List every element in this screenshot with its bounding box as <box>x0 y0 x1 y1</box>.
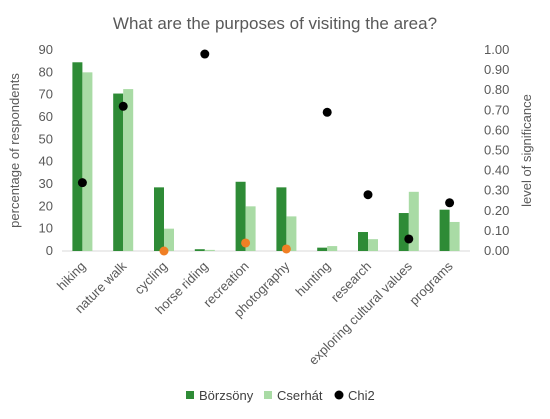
axes: 0 10 20 30 40 50 60 70 80 90 0.00 0.10 0.20 0.30 0.40 0… <box>7 42 534 258</box>
y-tick-label: 20 <box>39 198 53 213</box>
y2-tick-label: 0.90 <box>484 62 509 77</box>
legend-chi2-swatch <box>334 390 344 400</box>
y2-tick-label: 0.10 <box>484 223 509 238</box>
x-tick-label: programs <box>406 258 456 308</box>
y2-tick-label: 1.00 <box>484 42 509 57</box>
chi2-point <box>445 198 455 208</box>
chi2-point <box>118 101 128 111</box>
bar-cserhat <box>164 228 174 251</box>
bar-cserhat <box>204 249 215 251</box>
y2-tick-label: 0.30 <box>484 183 509 198</box>
chi2-point <box>241 238 251 248</box>
legend-borzsony-swatch <box>186 391 194 399</box>
bar-borzsony <box>439 209 450 251</box>
legend-borzsony-label: Börzsöny <box>199 388 254 403</box>
legend-cserhat-label: Cserhát <box>277 388 323 403</box>
bar-borzsony <box>276 187 287 251</box>
y-tick-label: 30 <box>39 176 53 191</box>
bar-borzsony <box>235 181 246 251</box>
bar-cserhat <box>449 221 460 251</box>
bar-borzsony <box>317 247 328 251</box>
legend-cserhat-swatch <box>264 391 272 399</box>
y-tick-label: 70 <box>39 87 53 102</box>
y2-axis-title: level of significance <box>519 94 534 207</box>
bar-cserhat <box>245 206 256 251</box>
chi2-points <box>77 49 455 256</box>
bar-cserhat <box>368 239 378 251</box>
y-axis-title: percentage of respondents <box>7 73 22 228</box>
chi2-point <box>363 190 373 200</box>
y-tick-label: 40 <box>39 154 53 169</box>
y2-tick-label: 0.50 <box>484 143 509 158</box>
chi2-point <box>159 246 169 256</box>
bar-cserhat <box>123 89 134 251</box>
y2-tick-label: 0.70 <box>484 102 509 117</box>
y2-tick-label: 0.60 <box>484 122 509 137</box>
chi2-point <box>77 178 87 188</box>
chi2-point <box>322 107 332 117</box>
bars <box>72 62 460 252</box>
bar-borzsony <box>72 62 83 252</box>
y-tick-label: 80 <box>39 64 53 79</box>
legend-chi2-label: Chi2 <box>348 388 375 403</box>
y-tick-label: 50 <box>39 131 53 146</box>
bar-cserhat <box>286 216 297 251</box>
chi2-point <box>404 234 414 244</box>
bar-borzsony <box>358 232 368 251</box>
y-tick-label: 0 <box>46 243 53 258</box>
bar-borzsony <box>113 93 124 251</box>
y-tick-label: 90 <box>39 42 53 57</box>
bar-cserhat <box>82 72 93 251</box>
y2-tick-label: 0.40 <box>484 163 509 178</box>
bar-cserhat <box>327 246 338 251</box>
y2-tick-label: 0.00 <box>484 243 509 258</box>
bar-borzsony <box>398 213 409 251</box>
x-tick-label: cycling <box>131 259 170 298</box>
y-tick-label: 60 <box>39 109 53 124</box>
x-tick-label: hiking <box>54 259 89 294</box>
legend: Börzsöny Cserhát Chi2 <box>186 388 375 403</box>
chi2-point <box>200 49 210 59</box>
bar-cserhat <box>408 191 419 251</box>
y2-tick-label: 0.20 <box>484 203 509 218</box>
y2-tick-label: 0.80 <box>484 82 509 97</box>
y-tick-label: 10 <box>39 221 53 236</box>
chart-title: What are the purposes of visiting the ar… <box>113 14 437 33</box>
bar-borzsony <box>154 187 164 251</box>
x-tick-label: hunting <box>293 259 334 300</box>
bar-borzsony <box>194 249 205 251</box>
chi2-point <box>281 244 291 254</box>
